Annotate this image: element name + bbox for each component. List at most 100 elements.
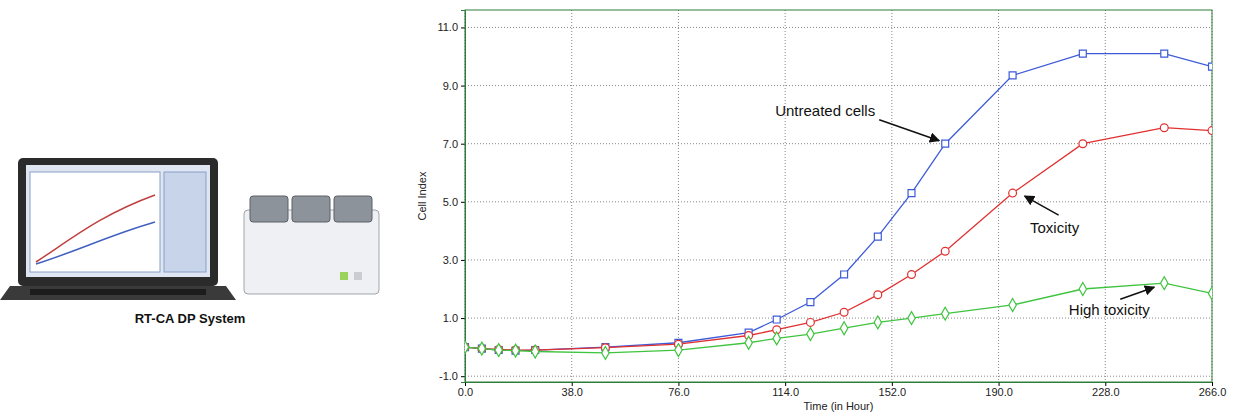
grid-line-y bbox=[465, 85, 1212, 86]
series-marker bbox=[1009, 189, 1017, 197]
grid-line-x bbox=[891, 10, 892, 382]
x-tick: 38.0 bbox=[562, 382, 583, 398]
grid-line-y bbox=[465, 143, 1212, 144]
screen-curve bbox=[36, 195, 155, 262]
device-body bbox=[244, 210, 379, 294]
annotations: Untreated cells Toxicity High toxicity bbox=[775, 102, 1154, 319]
laptop-base bbox=[0, 286, 236, 300]
device-button bbox=[354, 272, 362, 280]
x-tick-label: 76.0 bbox=[668, 386, 689, 398]
y-tick-label: 5.0 bbox=[443, 196, 458, 208]
x-tick: 228.0 bbox=[1092, 382, 1120, 398]
series-marker bbox=[773, 316, 780, 323]
laptop-lid bbox=[18, 158, 218, 286]
y-tick: 7.0 bbox=[443, 138, 465, 150]
series-marker bbox=[941, 247, 949, 255]
series-marker bbox=[807, 319, 815, 327]
series-marker bbox=[841, 271, 848, 278]
plot-data bbox=[465, 50, 1212, 359]
series-marker bbox=[1009, 299, 1016, 312]
y-tick: -1.0 bbox=[439, 370, 465, 382]
x-tick: 76.0 bbox=[668, 382, 689, 398]
y-axis-title: Cell Index bbox=[416, 171, 428, 220]
y-axis: -1.01.03.05.07.09.011.0 bbox=[437, 11, 465, 383]
y-tick: 1.0 bbox=[443, 312, 465, 324]
grid-line-x bbox=[1105, 10, 1106, 382]
device-cradle bbox=[250, 196, 288, 222]
series-marker bbox=[908, 271, 916, 279]
x-tick-label: 0.0 bbox=[458, 386, 473, 398]
grid-line-x bbox=[678, 10, 679, 382]
screen-curve bbox=[36, 222, 155, 264]
instrument-illustration bbox=[0, 158, 379, 300]
series-marker bbox=[1161, 277, 1168, 290]
x-tick-label: 190.0 bbox=[985, 386, 1013, 398]
series-marker bbox=[773, 332, 780, 345]
y-tick-mark bbox=[461, 318, 465, 319]
y-tick-mark bbox=[461, 27, 465, 28]
x-tick-label: 114.0 bbox=[772, 386, 799, 398]
series-marker bbox=[840, 308, 848, 316]
x-tick: 0.0 bbox=[458, 382, 473, 398]
series-marker bbox=[495, 344, 502, 357]
y-tick-label: -1.0 bbox=[439, 370, 458, 382]
annotation-arrow bbox=[1120, 287, 1154, 299]
series-marker bbox=[1160, 124, 1168, 132]
grid-line-x bbox=[998, 10, 999, 382]
series-marker bbox=[1208, 127, 1212, 135]
y-tick-label: 7.0 bbox=[443, 138, 458, 150]
annotation-label: Untreated cells bbox=[775, 102, 875, 119]
device-light bbox=[340, 272, 348, 280]
annotation-arrow bbox=[1025, 196, 1059, 215]
x-tick-label: 228.0 bbox=[1092, 386, 1120, 398]
grid-line-x bbox=[785, 10, 786, 382]
screen-window bbox=[30, 172, 160, 272]
series-marker bbox=[512, 344, 519, 357]
plot-frame bbox=[465, 10, 1212, 382]
laptop-keys bbox=[30, 289, 206, 295]
device-cradle bbox=[292, 196, 330, 222]
x-tick: 190.0 bbox=[985, 382, 1013, 398]
series-marker bbox=[1208, 287, 1212, 300]
x-tick-label: 38.0 bbox=[562, 386, 583, 398]
series-marker bbox=[874, 316, 881, 329]
series-marker bbox=[1009, 72, 1016, 79]
y-tick: 9.0 bbox=[443, 80, 465, 92]
series-marker bbox=[1209, 63, 1212, 70]
series-marker bbox=[602, 346, 609, 359]
grid-line-y bbox=[465, 376, 1212, 377]
series-marker bbox=[478, 342, 485, 355]
y-tick-label: 9.0 bbox=[443, 80, 458, 92]
series-line bbox=[465, 54, 1212, 351]
grid-line-y bbox=[465, 259, 1212, 260]
screen-panel bbox=[164, 172, 206, 272]
series-marker bbox=[840, 322, 847, 335]
device-cradle bbox=[334, 196, 372, 222]
series-marker bbox=[874, 291, 882, 299]
plot-background bbox=[465, 10, 1212, 382]
series-marker bbox=[941, 307, 948, 320]
grid-line-y bbox=[465, 201, 1212, 202]
x-tick-label: 266.0 bbox=[1199, 386, 1227, 398]
figure: RT-CA DP System0.038.076.0114.0152.0190.… bbox=[0, 0, 1243, 416]
series-marker bbox=[531, 345, 538, 358]
grid-line-y bbox=[465, 27, 1212, 28]
series-marker bbox=[908, 312, 915, 325]
annotation-label: High toxicity bbox=[1069, 301, 1150, 318]
series-line bbox=[465, 283, 1212, 353]
series-marker bbox=[1161, 50, 1168, 57]
y-tick-mark bbox=[461, 202, 465, 203]
y-tick: 11.0 bbox=[437, 21, 465, 33]
x-tick: 266.0 bbox=[1199, 382, 1227, 398]
y-tick-label: 1.0 bbox=[443, 312, 458, 324]
y-tick-mark bbox=[461, 376, 465, 377]
series-marker bbox=[745, 336, 752, 349]
grid bbox=[465, 10, 1212, 382]
x-axis-title: Time (in Hour) bbox=[804, 400, 874, 412]
series-marker bbox=[465, 341, 469, 354]
series-marker bbox=[1079, 50, 1086, 57]
x-axis: 0.038.076.0114.0152.0190.0228.0266.0 bbox=[458, 382, 1226, 398]
annotation-label: Toxicity bbox=[1030, 219, 1080, 236]
caption: RT-CA DP System bbox=[135, 311, 246, 326]
y-tick: 5.0 bbox=[443, 196, 465, 208]
